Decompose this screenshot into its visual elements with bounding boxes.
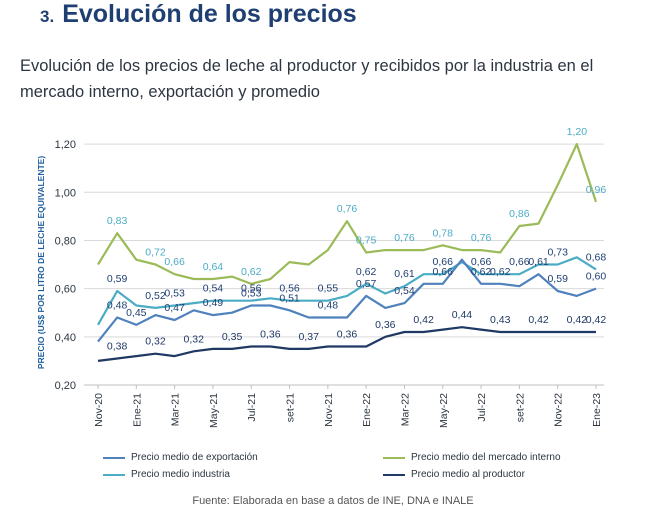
data-label: 0,56 [241, 283, 262, 295]
data-label: 0,66 [509, 256, 530, 268]
y-tick-label: 1,00 [55, 187, 76, 199]
legend-swatch-producer [383, 473, 405, 476]
data-label: 0,42 [586, 314, 607, 326]
x-tick-label: May-22 [438, 393, 450, 428]
series-line-2 [97, 258, 597, 343]
data-label: 0,61 [394, 268, 415, 280]
x-tick-label: set-21 [285, 393, 297, 422]
series-line-0 [97, 143, 598, 285]
data-label: 0,36 [337, 328, 358, 340]
data-label: 0,59 [547, 273, 568, 285]
data-label: 0,54 [203, 283, 224, 295]
data-label: 0,47 [164, 302, 185, 314]
legend-item-export: Precio medio de exportación [103, 452, 258, 463]
data-label: 0,36 [375, 319, 396, 331]
legend-label-producer: Precio medio al productor [411, 469, 525, 480]
section-heading: 3. Evolución de los precios [40, 0, 357, 34]
data-label: 0,62 [490, 266, 511, 278]
chart-subtitle: Evolución de los precios de leche al pro… [20, 57, 594, 101]
data-label: 1,20 [567, 126, 588, 138]
data-label: 0,66 [164, 256, 185, 268]
legend-label-internal: Precio medio del mercado interno [411, 452, 561, 463]
x-tick-label: Jul-22 [476, 393, 488, 422]
y-tick-label: 1,20 [55, 139, 76, 151]
y-tick-label: 0,60 [55, 284, 76, 296]
source-note: Fuente: Elaborada en base a datos de INE… [192, 495, 474, 507]
legend-label-industry: Precio medio industria [131, 469, 230, 480]
y-tick-label: 0,20 [55, 380, 76, 392]
data-label: 0,44 [452, 309, 473, 321]
data-label: 0,54 [394, 285, 415, 297]
x-tick-label: May-21 [208, 393, 220, 428]
data-label: 0,38 [107, 341, 128, 353]
y-tick-label: 0,80 [55, 235, 76, 247]
data-label: 0,59 [107, 273, 128, 285]
data-label: 0,66 [471, 256, 492, 268]
data-label: 0,53 [241, 288, 262, 300]
data-label: 0,76 [337, 203, 358, 215]
data-label: 0,60 [586, 271, 607, 283]
data-label: 0,62 [356, 266, 377, 278]
legend-swatch-export [103, 456, 125, 459]
data-label: 0,78 [433, 227, 454, 239]
x-tick-label: Jul-21 [246, 393, 258, 422]
x-tick-label: Ene-23 [591, 393, 603, 427]
series-line-1 [97, 256, 597, 326]
series-line-3 [97, 326, 596, 362]
data-label: 0,52 [145, 290, 166, 302]
data-label: 0,42 [528, 314, 549, 326]
data-label: 0,57 [356, 278, 377, 290]
data-label: 0,53 [164, 288, 185, 300]
data-label: 0,49 [203, 297, 224, 309]
legend-label-export: Precio medio de exportación [131, 452, 258, 463]
data-label: 0,62 [241, 266, 262, 278]
data-label: 0,32 [145, 336, 166, 348]
data-label: 0,35 [222, 331, 243, 343]
data-label: 0,76 [394, 232, 415, 244]
legend-swatch-internal [383, 456, 405, 459]
data-label: 0,37 [298, 331, 319, 343]
y-axis-title: PRECIO (US$ POR LITRO DE LECHE EQUIVALEN… [36, 156, 46, 369]
x-tick-label: Nov-21 [323, 393, 335, 427]
data-label: 0,86 [509, 208, 530, 220]
legend-item-internal: Precio medio del mercado interno [383, 452, 561, 463]
legend-item-industry: Precio medio industria [103, 469, 230, 480]
data-label: 0,62 [471, 266, 492, 278]
legend-swatch-industry [103, 473, 125, 476]
data-label: 0,45 [126, 307, 147, 319]
data-label: 0,66 [433, 256, 454, 268]
data-label: 0,75 [356, 235, 377, 247]
data-label: 0,76 [471, 232, 492, 244]
x-tick-label: Ene-22 [361, 393, 373, 427]
data-label: 0,66 [433, 266, 454, 278]
data-label: 0,43 [490, 314, 511, 326]
x-tick-label: Nov-20 [93, 393, 105, 427]
data-label: 0,48 [107, 300, 128, 312]
x-tick-label: Ene-21 [131, 393, 143, 427]
section-title: Evolución de los precios [62, 0, 357, 28]
data-label: 0,55 [318, 283, 339, 295]
data-label: 0,96 [586, 184, 607, 196]
y-tick-label: 0,40 [55, 332, 76, 344]
data-label: 0,32 [184, 333, 205, 345]
data-label: 0,83 [107, 215, 128, 227]
legend-item-producer: Precio medio al productor [383, 469, 525, 480]
data-label: 0,36 [260, 328, 281, 340]
x-tick-label: Nov-22 [553, 393, 565, 427]
section-number: 3. [40, 7, 55, 26]
data-label: 0,51 [279, 292, 300, 304]
x-tick-label: set-22 [514, 393, 526, 422]
data-label: 0,42 [413, 314, 434, 326]
data-label: 0,56 [279, 283, 300, 295]
x-tick-label: Mar-21 [170, 393, 182, 426]
x-tick-label: Mar-22 [399, 393, 411, 426]
data-label: 0,42 [567, 314, 588, 326]
data-label: 0,72 [145, 247, 166, 259]
data-label: 0,64 [203, 261, 224, 273]
data-label: 0,68 [586, 251, 607, 263]
data-label: 0,61 [528, 256, 549, 268]
data-label: 0,73 [547, 247, 568, 259]
data-label: 0,48 [318, 300, 339, 312]
